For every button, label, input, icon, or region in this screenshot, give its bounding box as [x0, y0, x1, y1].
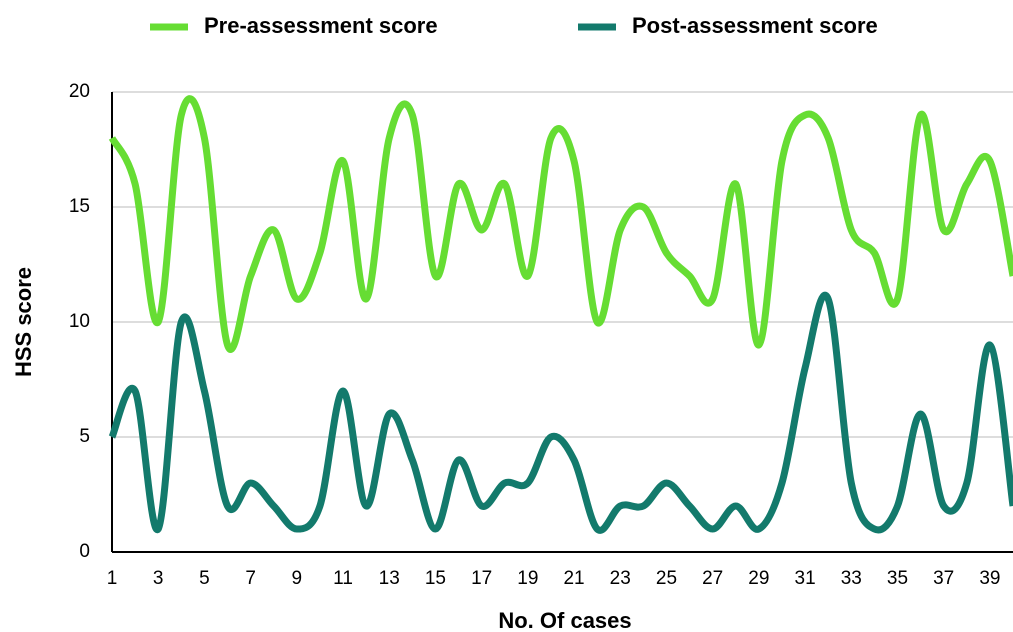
series-line	[108, 292, 1013, 534]
x-tick-label: 13	[379, 568, 400, 589]
x-tick-label: 23	[610, 568, 631, 589]
x-tick-label: 1	[107, 568, 118, 589]
x-tick-label: 3	[153, 568, 164, 589]
x-tick-label: 31	[795, 568, 816, 589]
x-tick-label: 35	[887, 568, 908, 589]
x-tick-label: 17	[471, 568, 492, 589]
x-tick-label: 9	[292, 568, 303, 589]
x-tick-label: 15	[425, 568, 446, 589]
legend-label: Pre-assessment score	[204, 13, 438, 38]
x-tick-label: 39	[979, 568, 1000, 589]
y-tick-label: 0	[79, 541, 90, 562]
x-tick-label: 19	[517, 568, 538, 589]
y-axis-label: HSS score	[11, 267, 36, 377]
x-tick-label: 11	[333, 568, 353, 589]
x-axis-label: No. Of cases	[498, 608, 631, 632]
legend-label: Post-assessment score	[632, 13, 878, 38]
plot-area	[108, 95, 1013, 534]
x-tick-label: 37	[933, 568, 954, 589]
series-line	[108, 95, 1013, 353]
y-tick-label: 20	[69, 81, 90, 102]
y-tick-label: 5	[79, 426, 90, 447]
x-tick-label: 21	[563, 568, 584, 589]
x-tick-label: 25	[656, 568, 677, 589]
x-tick-label: 29	[748, 568, 769, 589]
x-tick-label: 5	[199, 568, 210, 589]
y-tick-label: 15	[69, 196, 90, 217]
x-tick-label: 27	[702, 568, 723, 589]
x-tick-label: 7	[245, 568, 256, 589]
y-tick-label: 10	[69, 311, 90, 332]
x-tick-label: 33	[841, 568, 862, 589]
